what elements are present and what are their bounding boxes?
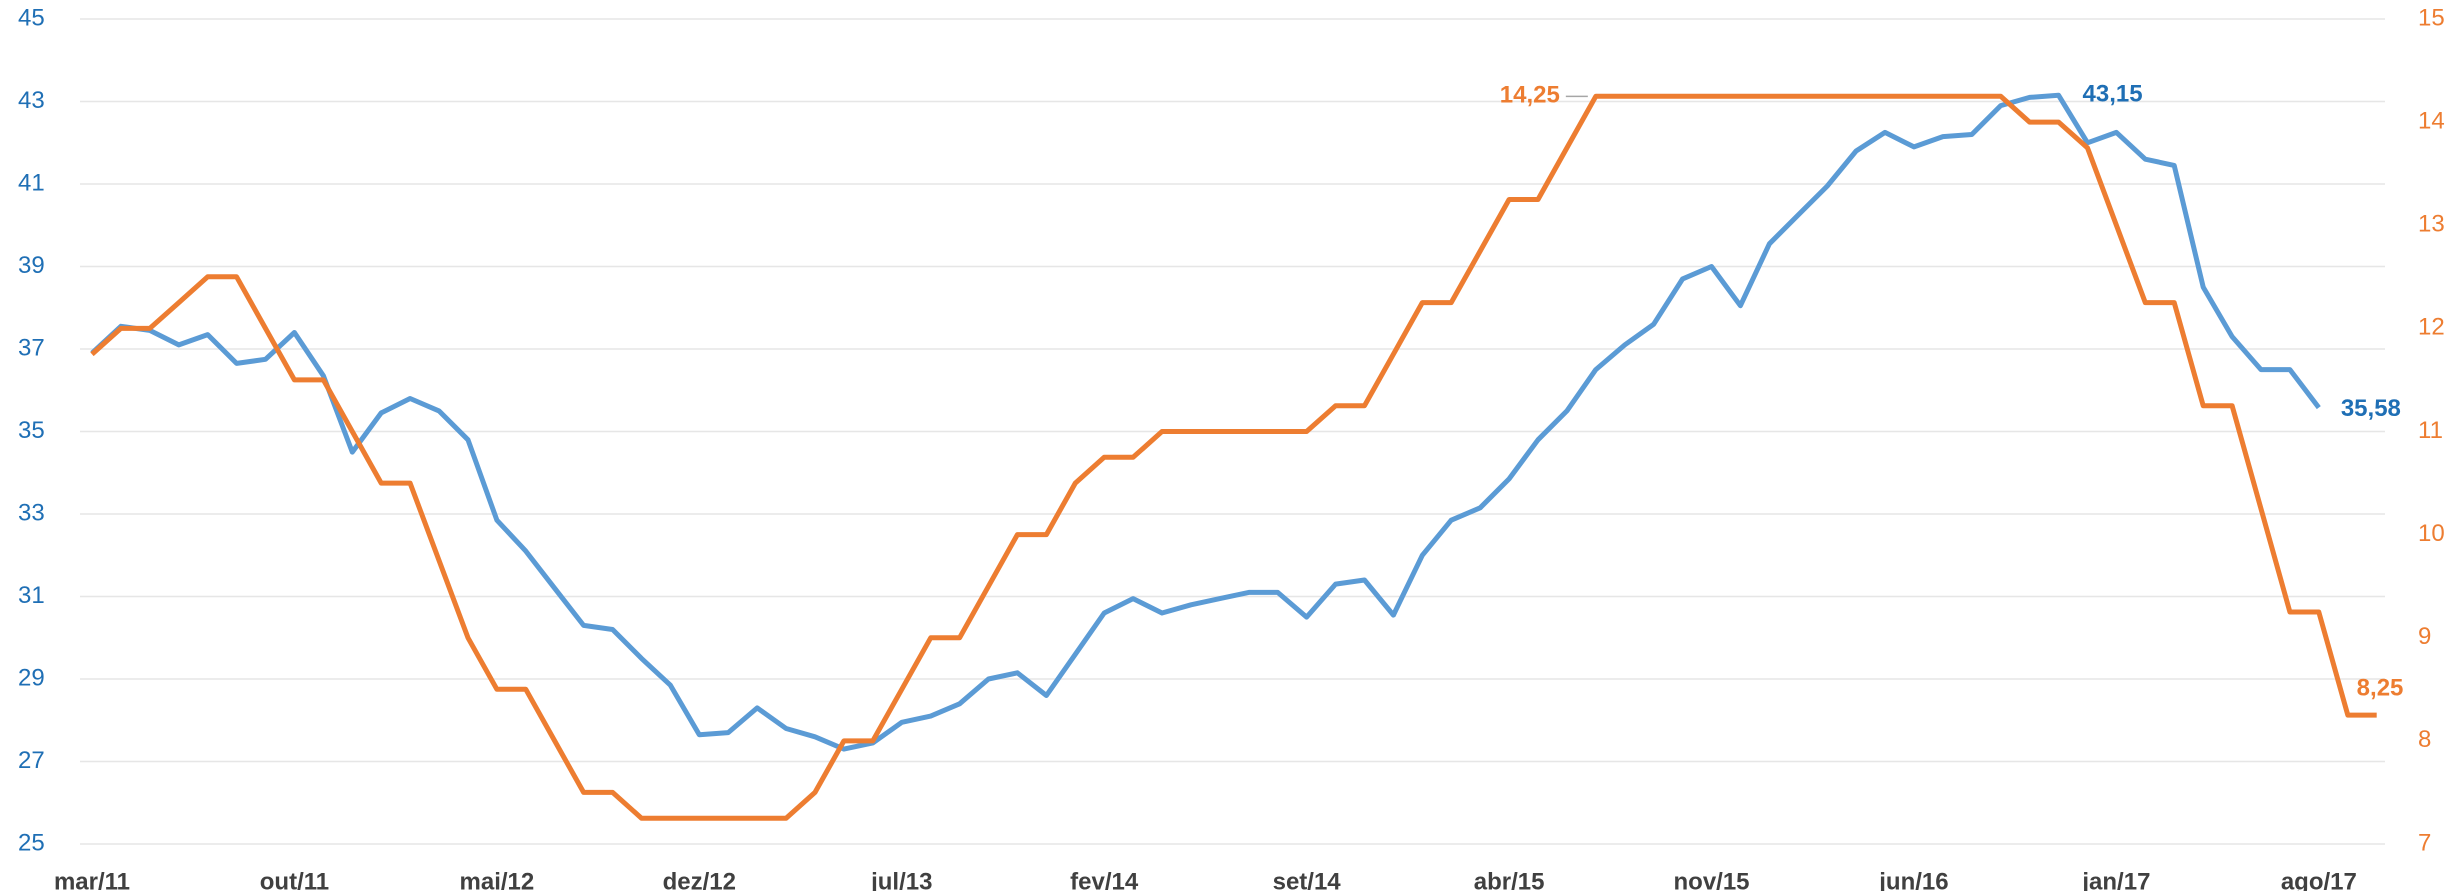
x-tick-label: jul/13: [870, 868, 932, 891]
x-tick-label: ago/17: [2281, 868, 2357, 891]
y2-tick-label: 11: [2418, 417, 2443, 444]
y-tick-label: 45: [18, 4, 45, 31]
y2-tick-label: 8: [2418, 726, 2431, 753]
x-tick-label: out/11: [260, 868, 329, 891]
x-tick-label: dez/12: [663, 868, 736, 891]
x-tick-label: set/14: [1273, 868, 1342, 891]
y-tick-label: 29: [18, 664, 45, 691]
line-series: [90, 92, 2321, 752]
x-tick-label: jun/16: [1878, 868, 1948, 891]
x-tick-label: abr/15: [1474, 868, 1545, 891]
x-tick-label: nov/15: [1674, 868, 1750, 891]
data-label: 35,58: [2341, 395, 2401, 422]
y2-tick-label: 13: [2418, 211, 2445, 238]
y-tick-label: 43: [18, 87, 45, 114]
y-tick-label: 35: [18, 417, 45, 444]
y-tick-label: 31: [18, 582, 45, 609]
x-tick-label: mai/12: [460, 868, 535, 891]
x-tick-label: mar/11: [54, 868, 130, 891]
data-label: 43,15: [2083, 81, 2143, 108]
line-series: [90, 93, 2377, 821]
y2-tick-label: 10: [2418, 520, 2445, 547]
y-tick-label: 25: [18, 829, 45, 856]
y2-tick-label: 15: [2418, 4, 2445, 31]
y-tick-label: 41: [18, 169, 45, 196]
y-tick-label: 37: [18, 334, 45, 361]
y2-tick-label: 9: [2418, 623, 2431, 650]
data-label: 8,25: [2357, 674, 2404, 701]
x-tick-label: fev/14: [1070, 868, 1139, 891]
y-tick-label: 39: [18, 252, 45, 279]
y-tick-label: 27: [18, 747, 45, 774]
data-label: 14,25: [1500, 82, 1560, 109]
x-tick-label: jan/17: [2081, 868, 2150, 891]
y2-tick-label: 12: [2418, 314, 2445, 341]
y-tick-label: 33: [18, 499, 45, 526]
y2-tick-label: 7: [2418, 829, 2431, 856]
y2-tick-label: 14: [2418, 107, 2445, 134]
